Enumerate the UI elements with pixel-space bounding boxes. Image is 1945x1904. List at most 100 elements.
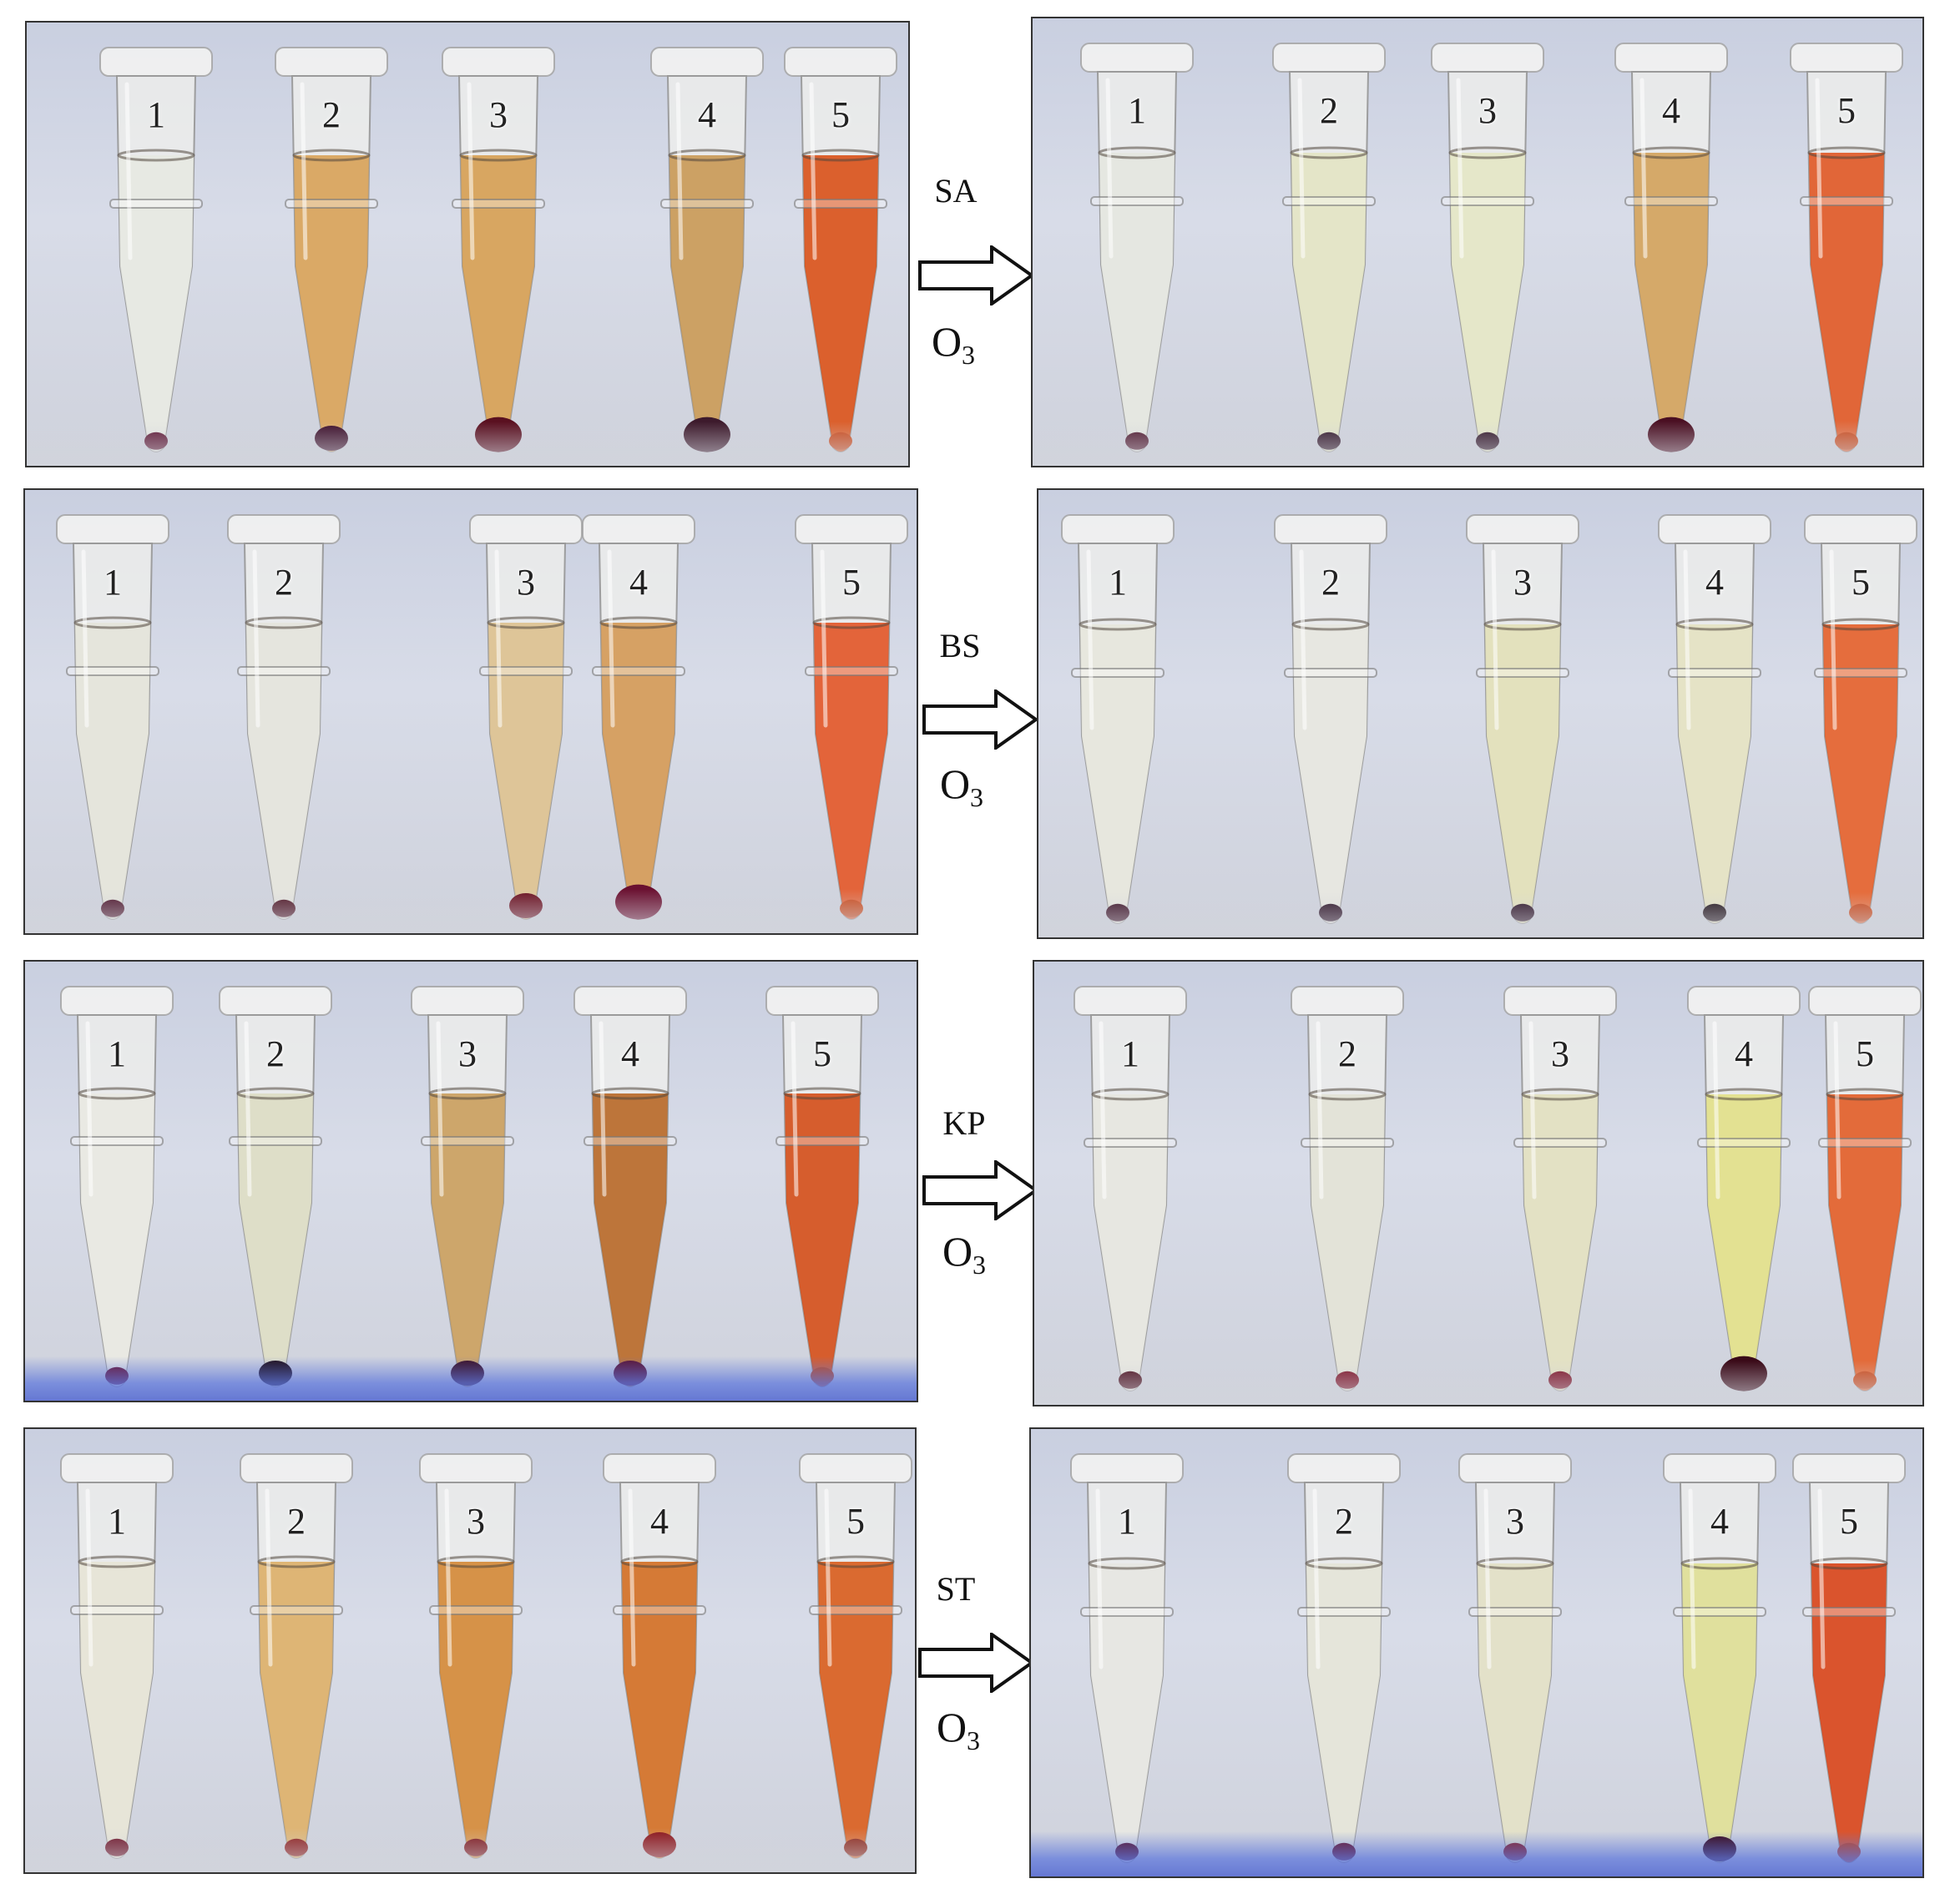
tube-number: 1 bbox=[147, 94, 165, 135]
tube: 3 bbox=[405, 962, 530, 1401]
tube-drawing bbox=[1658, 514, 1771, 924]
tube-drawing bbox=[1790, 43, 1903, 452]
tube: 1 bbox=[1074, 18, 1200, 466]
tube-number: 4 bbox=[1705, 562, 1724, 603]
tube-number: 4 bbox=[1662, 90, 1680, 131]
ozone-subscript: 3 bbox=[970, 782, 984, 812]
tube-drawing bbox=[411, 986, 524, 1387]
tube-number: 2 bbox=[1338, 1033, 1356, 1074]
tube-number: 3 bbox=[517, 562, 535, 603]
tube-number: 3 bbox=[467, 1501, 485, 1542]
tube-number: 3 bbox=[1506, 1501, 1524, 1542]
tube-drawing bbox=[56, 514, 169, 920]
tube-number: 5 bbox=[1852, 562, 1870, 603]
tube: 1 bbox=[1055, 490, 1180, 937]
panel-bs-before: 1 2 3 4 5 bbox=[23, 488, 918, 935]
tube-number: 5 bbox=[842, 562, 861, 603]
tube: 1 bbox=[54, 1429, 179, 1872]
tube-drawing bbox=[1074, 986, 1187, 1391]
tube-number: 3 bbox=[458, 1033, 477, 1074]
organism-label-kp: KP bbox=[942, 1104, 986, 1142]
tube-drawing bbox=[650, 47, 764, 452]
tube-drawing bbox=[1274, 514, 1387, 924]
tube-drawing bbox=[227, 514, 341, 920]
tube-number: 4 bbox=[1710, 1501, 1729, 1542]
tube: 4 bbox=[1652, 490, 1777, 937]
tube-drawing bbox=[765, 986, 879, 1387]
tube-drawing bbox=[275, 47, 388, 452]
tube: 4 bbox=[597, 1429, 722, 1872]
organism-label-sa: SA bbox=[934, 172, 978, 210]
tube-number: 3 bbox=[489, 94, 508, 135]
tube: 2 bbox=[1266, 18, 1392, 466]
ozone-subscript: 3 bbox=[962, 340, 976, 370]
tube-number: 1 bbox=[1128, 90, 1146, 131]
tube-drawing bbox=[1663, 1453, 1776, 1863]
tube-drawing bbox=[1458, 1453, 1572, 1863]
tube: 2 bbox=[1285, 962, 1410, 1405]
tube-number: 5 bbox=[1856, 1033, 1874, 1074]
tube-drawing bbox=[60, 1453, 174, 1859]
organism-label-st: ST bbox=[936, 1570, 976, 1608]
tube-drawing bbox=[442, 47, 555, 452]
tube-number: 5 bbox=[846, 1501, 865, 1542]
tube-drawing bbox=[1614, 43, 1728, 452]
treatment-label-st: O3 bbox=[936, 1704, 981, 1755]
tube-drawing bbox=[1431, 43, 1544, 452]
tube-number: 2 bbox=[322, 94, 341, 135]
panel-kp-after: 1 2 3 4 5 bbox=[1033, 960, 1924, 1407]
tube-drawing bbox=[1287, 1453, 1401, 1863]
tube: 1 bbox=[1068, 962, 1193, 1405]
tube: 4 bbox=[1609, 18, 1734, 466]
tube-number: 1 bbox=[1118, 1501, 1136, 1542]
panel-sa-before: 1 2 3 4 5 bbox=[25, 21, 910, 467]
tube-number: 4 bbox=[698, 94, 716, 135]
tube: 2 bbox=[234, 1429, 359, 1872]
panel-kp-before: 1 2 3 4 5 bbox=[23, 960, 918, 1402]
panel-sa-after: 1 2 3 4 5 bbox=[1031, 17, 1924, 467]
tube-number: 2 bbox=[1321, 562, 1340, 603]
tube-drawing bbox=[1792, 1453, 1906, 1863]
tube-drawing bbox=[469, 514, 583, 920]
tube: 3 bbox=[436, 23, 561, 466]
tube-number: 5 bbox=[1837, 90, 1856, 131]
tube: 3 bbox=[1425, 18, 1550, 466]
tube-number: 3 bbox=[1513, 562, 1532, 603]
tube-drawing bbox=[60, 986, 174, 1387]
treatment-label-sa: O3 bbox=[931, 318, 976, 370]
tube-number: 3 bbox=[1478, 90, 1497, 131]
tube: 2 bbox=[1281, 1429, 1407, 1876]
ozone-subscript: 3 bbox=[972, 1250, 987, 1280]
arrow-icon bbox=[922, 689, 1039, 750]
tube-number: 4 bbox=[621, 1033, 639, 1074]
tube-number: 2 bbox=[275, 562, 293, 603]
tube-number: 4 bbox=[650, 1501, 669, 1542]
panel-st-after: 1 2 3 4 5 bbox=[1029, 1427, 1924, 1878]
tube: 2 bbox=[213, 962, 338, 1401]
tube-drawing bbox=[1503, 986, 1617, 1391]
tube: 1 bbox=[50, 490, 175, 933]
tube: 4 bbox=[644, 23, 770, 466]
tube-number: 5 bbox=[813, 1033, 831, 1074]
tube: 4 bbox=[568, 962, 693, 1401]
tube: 5 bbox=[1802, 962, 1922, 1405]
tube: 3 bbox=[1452, 1429, 1578, 1876]
tube-drawing bbox=[1291, 986, 1404, 1391]
panel-bs-after: 1 2 3 4 5 bbox=[1037, 488, 1924, 939]
tube-drawing bbox=[1070, 1453, 1184, 1863]
arrow-icon bbox=[922, 1160, 1039, 1220]
tube: 3 bbox=[413, 1429, 538, 1872]
tube-drawing bbox=[1804, 514, 1917, 924]
tube: 3 bbox=[1498, 962, 1623, 1405]
arrow-icon bbox=[918, 1633, 1035, 1693]
tube-drawing bbox=[1272, 43, 1386, 452]
tube: 2 bbox=[1268, 490, 1393, 937]
tube-number: 3 bbox=[1551, 1033, 1569, 1074]
tube: 5 bbox=[793, 1429, 915, 1872]
tube-number: 2 bbox=[266, 1033, 285, 1074]
tube-drawing bbox=[1687, 986, 1801, 1391]
tube: 4 bbox=[1681, 962, 1806, 1405]
tube: 5 bbox=[778, 23, 903, 466]
tube-number: 1 bbox=[104, 562, 122, 603]
tube-number: 5 bbox=[831, 94, 850, 135]
